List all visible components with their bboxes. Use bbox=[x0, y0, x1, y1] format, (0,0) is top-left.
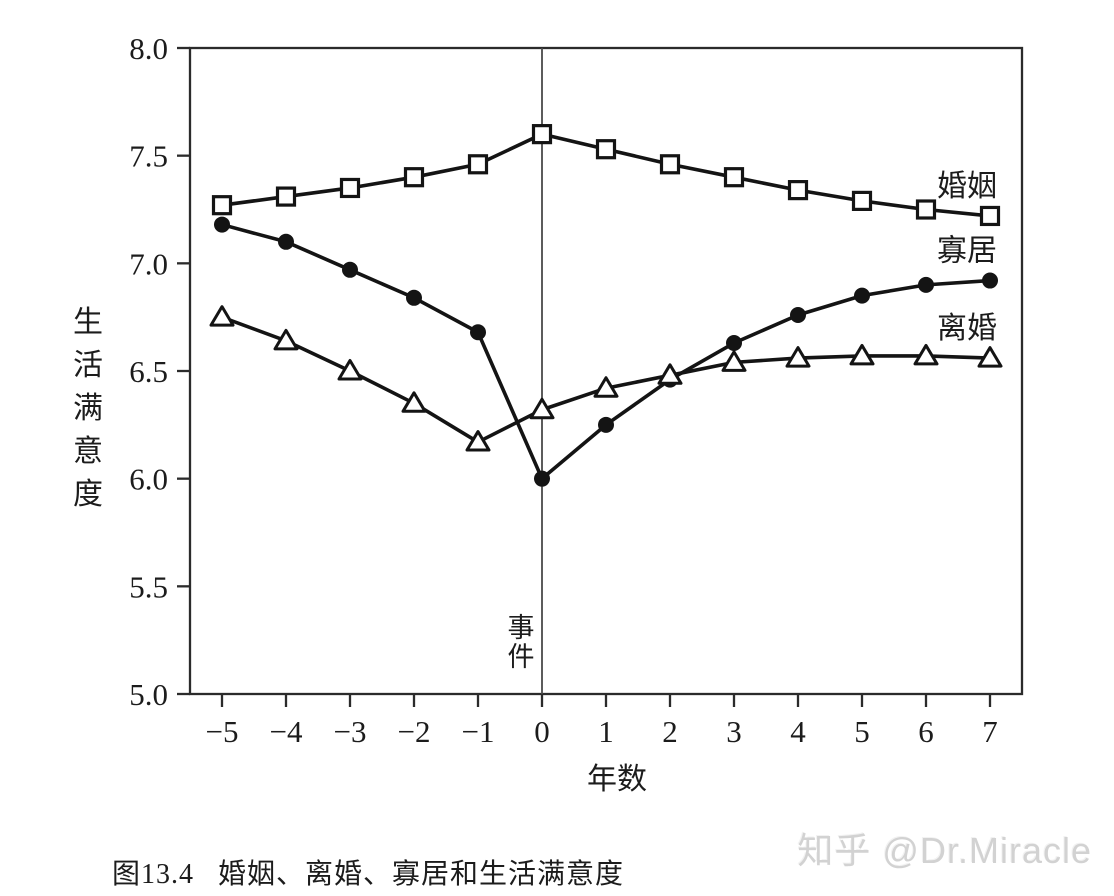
y-axis-title-char: 度 bbox=[73, 478, 103, 511]
data-point-triangle bbox=[529, 397, 555, 420]
y-axis-title-char: 满 bbox=[73, 392, 103, 425]
x-tick-label: −4 bbox=[270, 714, 303, 749]
series-label-square: 婚姻 bbox=[937, 170, 997, 203]
data-point-triangle bbox=[977, 346, 1003, 368]
y-axis-title-char: 意 bbox=[73, 435, 103, 468]
data-point-circle bbox=[918, 276, 934, 293]
y-tick-label: 6.5 bbox=[129, 354, 168, 389]
data-point-square bbox=[275, 186, 297, 207]
data-point-circle bbox=[854, 287, 870, 304]
data-point-circle bbox=[790, 307, 806, 324]
y-axis-title-char: 生 bbox=[73, 306, 103, 339]
data-point-circle bbox=[726, 335, 742, 352]
figure-caption-title: 婚姻、离婚、寡居和生活满意度 bbox=[218, 859, 625, 890]
data-point-circle bbox=[406, 289, 422, 306]
data-point-circle bbox=[534, 470, 550, 487]
y-tick-label: 5.5 bbox=[129, 569, 168, 604]
data-point-triangle bbox=[273, 328, 299, 351]
x-tick-label: −2 bbox=[398, 714, 431, 749]
x-tick-label: 4 bbox=[790, 714, 806, 749]
y-tick-label: 8.0 bbox=[129, 31, 168, 66]
data-point-triangle bbox=[913, 343, 939, 366]
y-tick-label: 7.0 bbox=[129, 246, 168, 281]
x-tick-label: 6 bbox=[918, 714, 934, 749]
series-line-circle bbox=[221, 222, 991, 481]
event-label-char: 件 bbox=[508, 642, 535, 672]
y-tick-label: 6.0 bbox=[129, 462, 168, 497]
x-tick-label: 2 bbox=[662, 714, 678, 749]
data-point-square bbox=[467, 154, 489, 175]
x-axis-title: 年数 bbox=[587, 763, 647, 796]
figure-caption-label: 图13.4 bbox=[112, 859, 195, 890]
data-point-square bbox=[787, 180, 809, 201]
data-point-circle bbox=[598, 416, 614, 433]
data-point-triangle bbox=[657, 363, 683, 385]
data-point-circle bbox=[278, 233, 294, 250]
y-axis-title-char: 活 bbox=[73, 349, 103, 382]
x-tick-label: 7 bbox=[982, 714, 998, 749]
data-point-circle bbox=[214, 216, 230, 233]
data-point-circle bbox=[982, 272, 998, 289]
data-point-circle bbox=[470, 324, 486, 341]
data-point-triangle bbox=[721, 350, 747, 372]
data-point-triangle bbox=[593, 376, 619, 398]
x-tick-label: −1 bbox=[462, 714, 495, 749]
x-tick-label: 3 bbox=[726, 714, 742, 749]
data-point-triangle bbox=[465, 430, 491, 452]
x-tick-label: −3 bbox=[334, 714, 367, 749]
data-point-square bbox=[723, 167, 745, 188]
data-point-square bbox=[339, 177, 361, 199]
data-point-square bbox=[595, 139, 617, 160]
data-point-square bbox=[211, 195, 233, 216]
data-point-triangle bbox=[401, 391, 427, 413]
data-point-square bbox=[851, 190, 873, 211]
event-label-char: 事 bbox=[508, 613, 535, 643]
x-tick-label: −5 bbox=[206, 714, 239, 749]
data-point-triangle bbox=[337, 359, 363, 381]
data-point-circle bbox=[342, 261, 358, 278]
x-tick-label: 0 bbox=[534, 714, 550, 749]
data-point-square bbox=[403, 167, 425, 188]
x-tick-label: 1 bbox=[598, 714, 614, 749]
data-point-triangle bbox=[209, 305, 235, 327]
y-tick-label: 5.0 bbox=[129, 677, 168, 712]
data-point-square bbox=[915, 199, 937, 220]
data-point-square bbox=[979, 205, 1001, 227]
data-point-square bbox=[531, 124, 553, 145]
watermark-text: 知乎 @Dr.Miracle bbox=[797, 830, 1092, 871]
data-point-square bbox=[659, 154, 681, 175]
series-label-triangle: 离婚 bbox=[937, 312, 997, 345]
data-point-triangle bbox=[849, 343, 875, 366]
series-label-circle: 寡居 bbox=[937, 235, 997, 268]
data-point-triangle bbox=[785, 346, 811, 368]
figure-caption: 图13.4 婚姻、离婚、寡居和生活满意度 bbox=[112, 852, 624, 892]
y-tick-label: 7.5 bbox=[129, 139, 168, 174]
x-tick-label: 5 bbox=[854, 714, 870, 749]
